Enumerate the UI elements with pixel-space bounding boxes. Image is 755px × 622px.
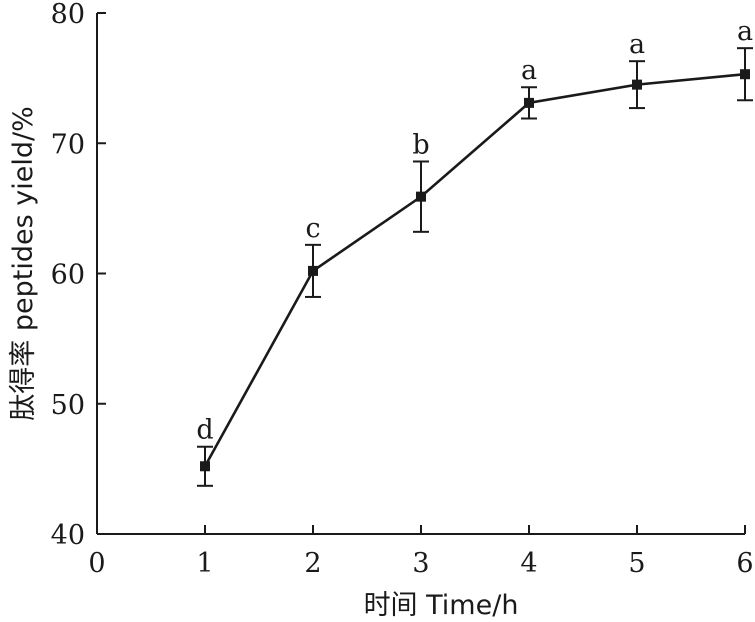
y-tick-label: 60 <box>51 260 85 291</box>
plot-area: d c b a a a <box>196 16 753 487</box>
data-point-marker <box>632 79 642 90</box>
y-tick-label: 50 <box>51 390 85 421</box>
series-line <box>203 72 746 467</box>
x-axis-title: 时间 Time/h <box>364 590 519 621</box>
y-tick-label: 70 <box>51 129 85 160</box>
axes <box>96 13 745 535</box>
significance-label: c <box>305 213 320 244</box>
x-tick-label: 2 <box>304 548 321 579</box>
x-tick-label: 1 <box>196 548 213 579</box>
x-tick-label: 4 <box>520 548 537 579</box>
y-ticks: 40 50 60 70 80 <box>51 0 106 551</box>
significance-label: b <box>412 129 429 160</box>
data-point-marker <box>308 265 318 276</box>
y-tick-label: 40 <box>51 520 85 551</box>
x-tick-label: 5 <box>628 548 645 579</box>
significance-label: a <box>737 16 753 47</box>
x-tick-label: 3 <box>412 548 429 579</box>
significance-label: d <box>196 415 213 446</box>
data-point-marker <box>524 97 534 108</box>
data-point-marker <box>416 191 426 202</box>
data-point-marker <box>200 461 210 472</box>
significance-label: a <box>521 55 537 86</box>
data-point-marker <box>740 69 750 80</box>
x-ticks: 0 1 2 3 4 5 6 <box>88 525 754 579</box>
x-tick-label: 6 <box>736 548 753 579</box>
x-tick-label: 0 <box>88 548 105 579</box>
significance-label: a <box>629 29 645 60</box>
y-axis-title: 肽得率 peptides yield/% <box>8 106 39 420</box>
y-tick-label: 80 <box>51 0 85 30</box>
